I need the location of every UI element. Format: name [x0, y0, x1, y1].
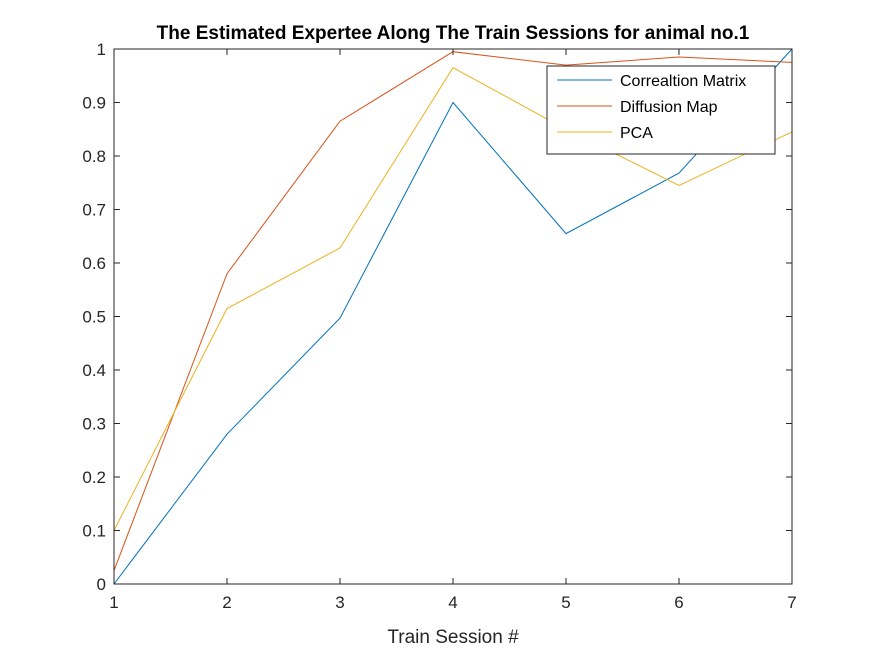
series-line — [113, 48, 793, 585]
y-tick-label: 0 — [97, 575, 106, 594]
series-line — [113, 67, 793, 531]
y-axis: 0 0.1 0.2 0.3 0.4 0.5 0.6 0.7 0.8 0.9 1 — [82, 40, 792, 594]
legend-entry: PCA — [620, 125, 653, 142]
legend-box — [546, 65, 776, 155]
x-tick-label: 4 — [448, 593, 457, 612]
y-tick-label: 0.2 — [82, 468, 106, 487]
y-tick-label: 0.5 — [82, 308, 106, 327]
y-tick-label: 0.7 — [82, 201, 106, 220]
x-tick-label: 5 — [561, 593, 570, 612]
y-tick-label: 0.3 — [82, 415, 106, 434]
x-axis: 1 2 3 4 5 6 7 — [109, 49, 797, 612]
y-tick-label: 0.6 — [82, 254, 106, 273]
x-tick-label: 1 — [109, 593, 118, 612]
legend-entry: Diffusion Map — [620, 99, 718, 116]
x-tick-label: 2 — [222, 593, 231, 612]
x-tick-label: 3 — [335, 593, 344, 612]
y-tick-label: 0.8 — [82, 147, 106, 166]
legend-entry: Correaltion Matrix — [620, 73, 746, 90]
x-axis-label: Train Session # — [387, 627, 519, 648]
y-tick-label: 0.4 — [82, 361, 106, 380]
chart-title: The Estimated Expertee Along The Train S… — [157, 23, 750, 44]
legend: Correaltion Matrix Diffusion Map PCA — [546, 65, 776, 155]
y-tick-label: 0.9 — [82, 94, 106, 113]
x-tick-label: 7 — [787, 593, 796, 612]
x-tick-label: 6 — [674, 593, 683, 612]
y-tick-label: 0.1 — [82, 522, 106, 541]
y-tick-label: 1 — [97, 40, 106, 59]
